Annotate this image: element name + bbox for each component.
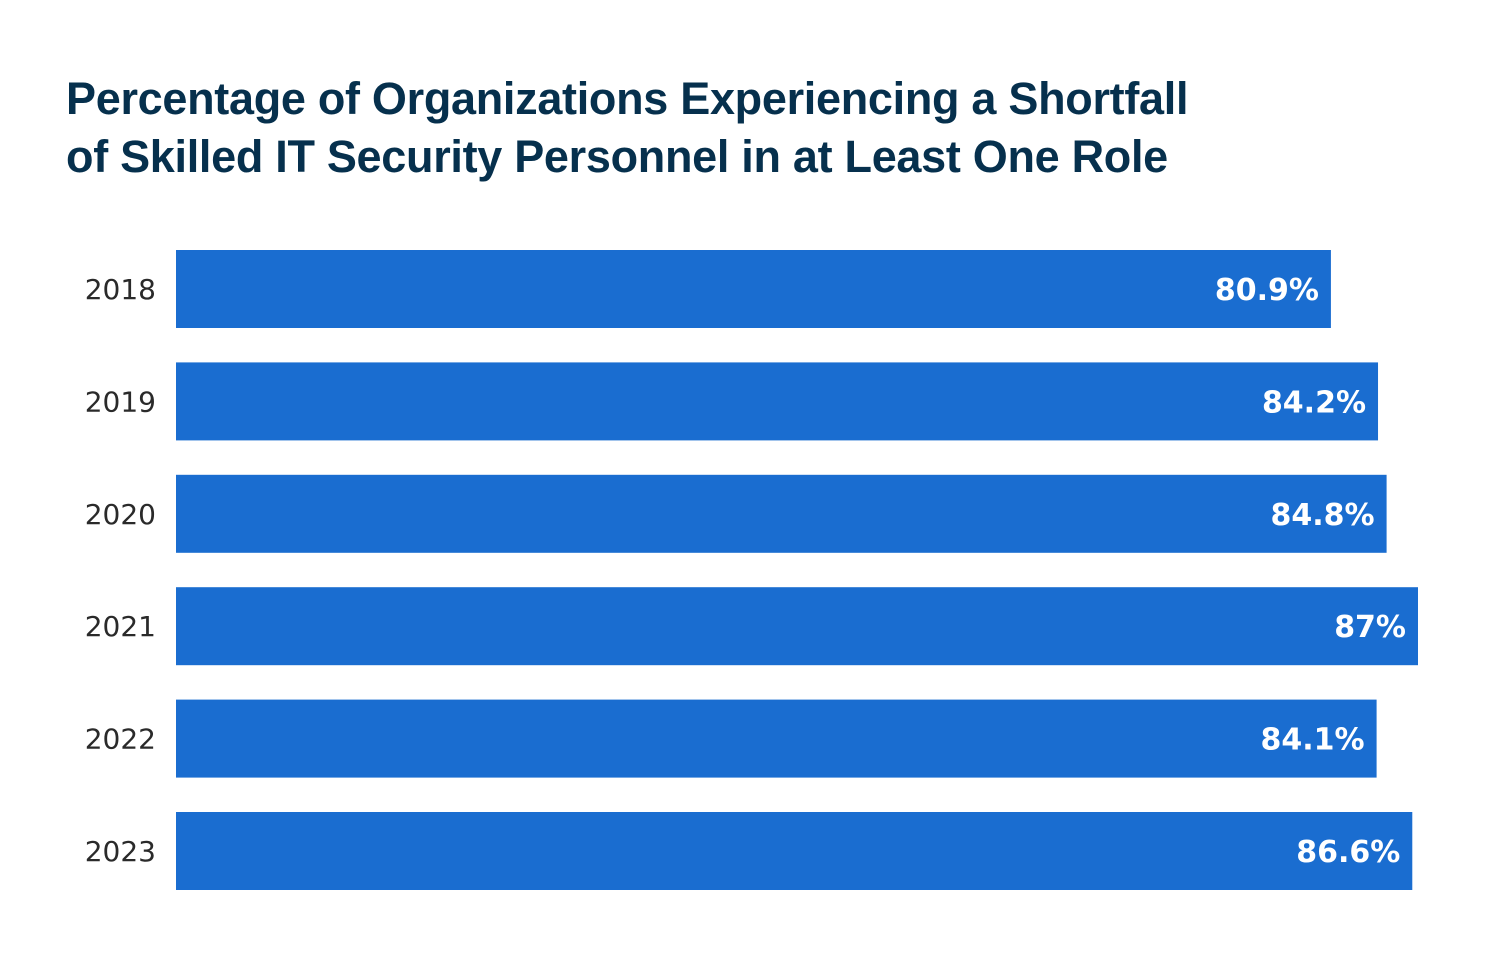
bar-2023	[176, 812, 1413, 890]
value-label-2020: 84.8%	[1271, 498, 1375, 533]
category-label-2019: 2019	[85, 385, 156, 418]
category-label-2018: 2018	[85, 273, 156, 306]
value-label-2021: 87%	[1334, 610, 1406, 645]
value-label-2022: 84.1%	[1261, 723, 1365, 758]
value-label-2018: 80.9%	[1215, 273, 1319, 308]
category-label-2023: 2023	[85, 835, 156, 868]
category-label-2020: 2020	[85, 498, 156, 531]
bar-2022	[176, 699, 1377, 778]
bar-2020	[176, 474, 1387, 553]
value-label-2023: 86.6%	[1296, 835, 1400, 870]
bar-2019	[176, 362, 1379, 441]
value-label-2019: 84.2%	[1262, 385, 1366, 420]
chart-title-line-1: Percentage of Organizations Experiencing…	[66, 73, 1189, 124]
category-label-2021: 2021	[85, 610, 156, 643]
bars-group: 2018 80.9% 2019 84.2% 2020 84.8% 2021 87% 2022 84…	[85, 250, 1418, 890]
bar-2021	[176, 587, 1418, 666]
chart-title-line-2: of Skilled IT Security Personnel in at L…	[66, 131, 1168, 182]
category-label-2022: 2022	[85, 723, 156, 756]
chart-title: Percentage of Organizations Experiencing…	[66, 70, 1486, 186]
bar-2018	[176, 250, 1331, 328]
